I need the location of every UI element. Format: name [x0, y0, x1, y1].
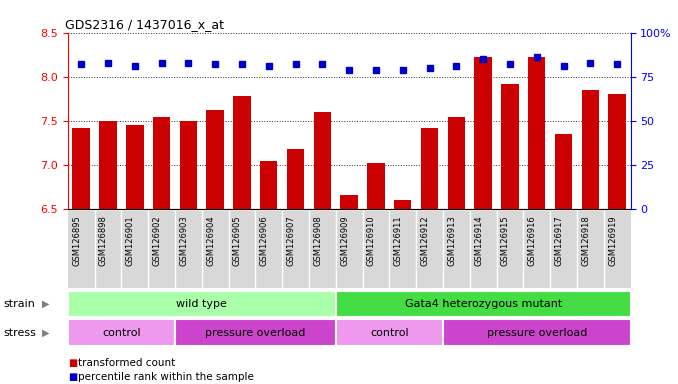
Bar [367, 163, 384, 209]
Text: GSM126915: GSM126915 [501, 215, 510, 266]
Bar [501, 84, 519, 209]
Bar [394, 200, 412, 209]
Text: GSM126903: GSM126903 [180, 215, 188, 266]
Bar [68, 211, 631, 288]
Text: GSM126905: GSM126905 [233, 215, 242, 266]
Text: GSM126895: GSM126895 [72, 215, 81, 266]
Text: GSM126898: GSM126898 [99, 215, 108, 266]
Text: GSM126918: GSM126918 [581, 215, 591, 266]
Text: ■: ■ [68, 358, 77, 368]
Bar [421, 128, 438, 209]
Bar [207, 110, 224, 209]
Text: strain: strain [3, 299, 35, 309]
Text: GSM126909: GSM126909 [340, 215, 349, 266]
Bar [340, 195, 358, 209]
Bar [608, 94, 626, 209]
Bar [336, 291, 631, 317]
Bar [555, 134, 572, 209]
Text: GSM126906: GSM126906 [260, 215, 268, 266]
Bar [287, 149, 304, 209]
Text: GSM126911: GSM126911 [394, 215, 403, 266]
Text: control: control [370, 328, 409, 338]
Bar [180, 121, 197, 209]
Bar [99, 121, 117, 209]
Text: stress: stress [3, 328, 36, 338]
Text: GSM126902: GSM126902 [153, 215, 161, 266]
Bar [73, 128, 90, 209]
Bar [443, 319, 631, 346]
Text: GSM126907: GSM126907 [287, 215, 296, 266]
Text: GSM126917: GSM126917 [555, 215, 563, 266]
Text: GSM126913: GSM126913 [447, 215, 456, 266]
Text: GSM126919: GSM126919 [608, 215, 617, 266]
Text: pressure overload: pressure overload [487, 328, 587, 338]
Bar [260, 161, 277, 209]
Text: GSM126912: GSM126912 [420, 215, 430, 266]
Text: wild type: wild type [176, 299, 227, 309]
Bar [126, 125, 144, 209]
Text: GSM126914: GSM126914 [474, 215, 483, 266]
Bar [153, 117, 170, 209]
Text: GSM126901: GSM126901 [126, 215, 135, 266]
Text: Gata4 heterozygous mutant: Gata4 heterozygous mutant [405, 299, 562, 309]
Text: ▶: ▶ [42, 328, 50, 338]
Bar [528, 57, 546, 209]
Bar [314, 112, 331, 209]
Text: percentile rank within the sample: percentile rank within the sample [78, 372, 254, 382]
Text: GSM126910: GSM126910 [367, 215, 376, 266]
Bar [233, 96, 251, 209]
Bar [582, 90, 599, 209]
Bar [68, 319, 175, 346]
Text: GDS2316 / 1437016_x_at: GDS2316 / 1437016_x_at [65, 18, 224, 31]
Bar [447, 117, 465, 209]
Text: GSM126908: GSM126908 [313, 215, 322, 266]
Text: control: control [102, 328, 141, 338]
Bar [475, 57, 492, 209]
Text: ■: ■ [68, 372, 77, 382]
Text: transformed count: transformed count [78, 358, 175, 368]
Bar [336, 319, 443, 346]
Bar [175, 319, 336, 346]
Text: GSM126916: GSM126916 [527, 215, 537, 266]
Text: ▶: ▶ [42, 299, 50, 309]
Text: GSM126904: GSM126904 [206, 215, 215, 266]
Text: pressure overload: pressure overload [205, 328, 306, 338]
Bar [68, 291, 336, 317]
